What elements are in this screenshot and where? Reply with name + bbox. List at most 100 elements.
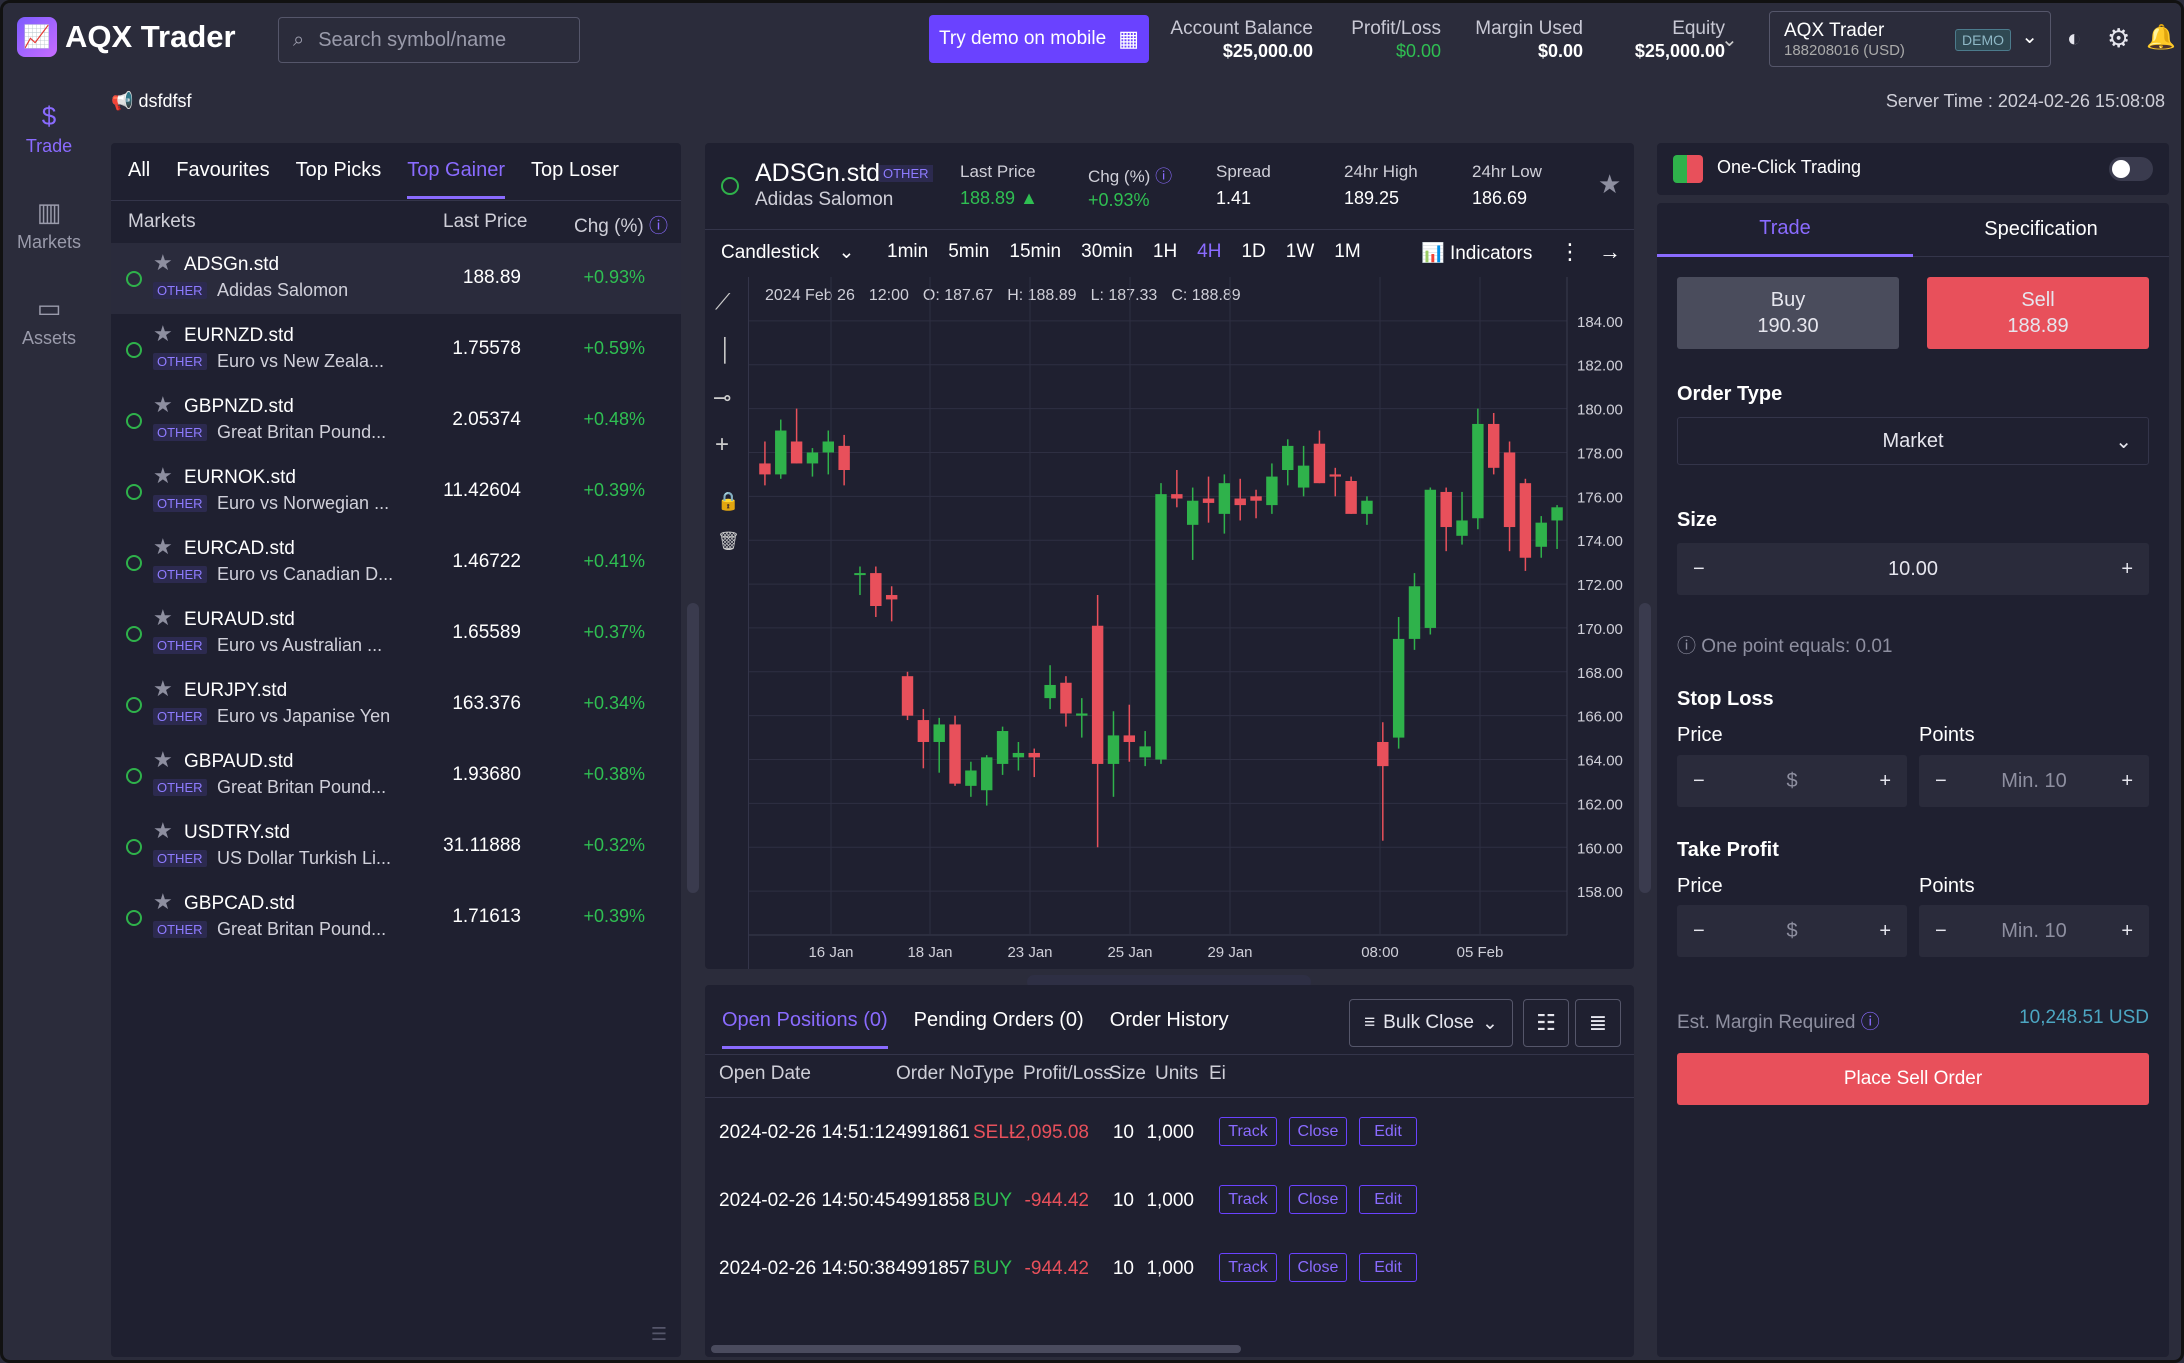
candle-body	[1440, 491, 1452, 528]
favourite-star-icon[interactable]: ★	[153, 889, 173, 914]
market-row[interactable]: ★ GBPCAD.std OTHER Great Britan Pound... 1.7…	[111, 882, 681, 953]
close-button[interactable]: Close	[1289, 1185, 1347, 1214]
market-row[interactable]: ★ EURJPY.std OTHER Euro vs Japanise Yen 163.…	[111, 669, 681, 740]
stats-chevron-icon[interactable]: ⌄	[1721, 29, 1738, 51]
favourite-star-icon[interactable]: ★	[153, 676, 173, 701]
favourite-star-icon[interactable]: ★	[153, 747, 173, 772]
dollar-coin-icon: $	[41, 101, 57, 131]
position-row[interactable]: 2024-02-26 14:50:38 4991857 BUY -944.42 10 1,…	[705, 1234, 1634, 1302]
gear-icon[interactable]: ⚙	[2107, 23, 2131, 53]
horizontal-line-icon[interactable]: ⊸	[713, 385, 732, 410]
track-button[interactable]: Track	[1219, 1117, 1277, 1146]
nav-assets[interactable]: ▭ Assets	[3, 293, 95, 349]
favourite-star-icon[interactable]: ★	[153, 463, 173, 488]
edit-button[interactable]: Edit	[1359, 1253, 1417, 1282]
vertical-line-icon[interactable]: │	[719, 337, 733, 362]
edit-button[interactable]: Edit	[1359, 1185, 1417, 1214]
tab-trade[interactable]: Trade	[1657, 203, 1913, 257]
market-row[interactable]: ★ GBPNZD.std OTHER Great Britan Pound... 2.0…	[111, 385, 681, 456]
lock-icon[interactable]: 🔒	[717, 491, 740, 511]
tab-top-picks[interactable]: Top Picks	[295, 159, 382, 181]
one-click-toggle[interactable]	[2109, 157, 2153, 181]
positions-tab-1[interactable]: Pending Orders (0)	[913, 1009, 1084, 1031]
favourite-star-icon[interactable]: ★	[153, 250, 173, 275]
market-row[interactable]: ★ EURNOK.std OTHER Euro vs Norwegian ... 11.…	[111, 456, 681, 527]
market-row[interactable]: ★ GBPAUD.std OTHER Great Britan Pound... 1.9…	[111, 740, 681, 811]
timeframe-4h[interactable]: 4H	[1197, 241, 1222, 262]
app-logo[interactable]: 📈 AQX Trader	[17, 17, 236, 57]
order-type-select[interactable]: Market ⌄	[1677, 417, 2149, 465]
timeframe-1min[interactable]: 1min	[887, 241, 929, 262]
indicators-button[interactable]: 📊 Indicators	[1421, 243, 1533, 264]
tab-top-gainer[interactable]: Top Gainer	[407, 159, 506, 199]
account-selector[interactable]: AQX Trader 188208016 (USD) DEMO ⌄	[1769, 11, 2051, 67]
place-order-button[interactable]: Place Sell Order	[1677, 1053, 2149, 1105]
timeframe-5min[interactable]: 5min	[948, 241, 990, 262]
nav-trade[interactable]: $ Trade	[3, 101, 95, 157]
more-vertical-icon[interactable]: ⋮	[1559, 239, 1581, 264]
favourite-star-icon[interactable]: ★	[153, 605, 173, 630]
size-stepper[interactable]: − 10.00 +	[1677, 543, 2149, 595]
favourite-star-icon[interactable]: ★	[153, 321, 173, 346]
tab-top-loser[interactable]: Top Loser	[531, 159, 619, 181]
market-row[interactable]: ★ USDTRY.std OTHER US Dollar Turkish Li... 3…	[111, 811, 681, 882]
positions-tab-2[interactable]: Order History	[1109, 1009, 1229, 1031]
columns-icon[interactable]: ☷	[1523, 999, 1569, 1047]
sl-points-stepper[interactable]: − Min. 10 +	[1919, 755, 2149, 807]
stop-loss-label: Stop Loss	[1677, 688, 1774, 710]
sl-price-label: Price	[1677, 724, 1723, 746]
bulk-close-select[interactable]: ≡ Bulk Close ⌄	[1349, 999, 1513, 1047]
filter-icon[interactable]: ≣	[1575, 999, 1621, 1047]
market-tag: OTHER	[153, 921, 207, 938]
bell-icon[interactable]: 🔔	[2146, 24, 2176, 51]
timeframe-1h[interactable]: 1H	[1152, 241, 1178, 262]
tab-specification[interactable]: Specification	[1913, 203, 2169, 257]
timeframe-30min[interactable]: 30min	[1081, 241, 1133, 262]
theme-toggle-icon[interactable]: ◐	[2067, 25, 2082, 52]
timeframe-1d[interactable]: 1D	[1241, 241, 1266, 262]
market-row[interactable]: ★ EURAUD.std OTHER Euro vs Australian ... 1.…	[111, 598, 681, 669]
nav-markets[interactable]: ▥ Markets	[3, 197, 95, 253]
favourite-star-icon[interactable]: ★	[153, 534, 173, 559]
search-box[interactable]: ⌕ Search symbol/name	[278, 17, 580, 63]
close-button[interactable]: Close	[1289, 1117, 1347, 1146]
sell-button[interactable]: Sell 188.89	[1927, 277, 2149, 349]
position-row[interactable]: 2024-02-26 14:50:45 4991858 BUY -944.42 10 1,…	[705, 1166, 1634, 1234]
positions-tab-0[interactable]: Open Positions (0)	[722, 1009, 888, 1049]
market-row[interactable]: ★ EURCAD.std OTHER Euro vs Canadian D... 1.4…	[111, 527, 681, 598]
left-splitter[interactable]	[687, 603, 699, 893]
trendline-icon[interactable]: ⟋	[715, 289, 731, 314]
arrow-right-icon[interactable]: →	[1599, 239, 1621, 264]
tab-favourites[interactable]: Favourites	[176, 159, 270, 181]
crosshair-icon[interactable]: +	[715, 431, 730, 458]
favourite-star-icon[interactable]: ★	[153, 392, 173, 417]
buy-button[interactable]: Buy 190.30	[1677, 277, 1899, 349]
timeframe-15min[interactable]: 15min	[1009, 241, 1062, 262]
edit-button[interactable]: Edit	[1359, 1117, 1417, 1146]
bar-chart-icon: ▥	[36, 197, 62, 227]
timeframe-1w[interactable]: 1W	[1285, 241, 1315, 262]
position-row[interactable]: 2024-02-26 14:51:12 4991861 SELL -2,095.08 1…	[705, 1098, 1634, 1166]
candlestick-chart[interactable]: 184.00 182.00 180.00 178.00 176.00 174.00 172.…	[749, 277, 1634, 969]
favourite-star-icon[interactable]: ★	[153, 818, 173, 843]
try-demo-button[interactable]: Try demo on mobile ▦	[929, 15, 1149, 63]
tp-price-stepper[interactable]: − $ +	[1677, 905, 1907, 957]
timeframe-1m[interactable]: 1M	[1334, 241, 1361, 262]
collapse-icon[interactable]: ☰	[650, 1324, 667, 1344]
market-row[interactable]: ★ ADSGn.std OTHER Adidas Salomon 188.89 +0.93…	[111, 243, 681, 314]
chart-type-select[interactable]: Candlestick ⌄	[721, 242, 855, 263]
sl-price-stepper[interactable]: − $ +	[1677, 755, 1907, 807]
search-input[interactable]: Search symbol/name	[318, 28, 507, 51]
trash-icon[interactable]: 🗑	[717, 531, 740, 551]
market-row[interactable]: ★ EURNZD.std OTHER Euro vs New Zeala... 1.75…	[111, 314, 681, 385]
low-value: 186.69	[1472, 188, 1528, 208]
tab-all[interactable]: All	[128, 159, 151, 181]
track-button[interactable]: Track	[1219, 1253, 1277, 1282]
tp-points-stepper[interactable]: − Min. 10 +	[1919, 905, 2149, 957]
close-button[interactable]: Close	[1289, 1253, 1347, 1282]
candle-body	[1361, 500, 1373, 514]
right-splitter[interactable]	[1639, 603, 1651, 893]
track-button[interactable]: Track	[1219, 1185, 1277, 1214]
horizontal-scrollbar[interactable]	[711, 1345, 1241, 1353]
favourite-star-icon[interactable]: ★	[1598, 169, 1622, 199]
